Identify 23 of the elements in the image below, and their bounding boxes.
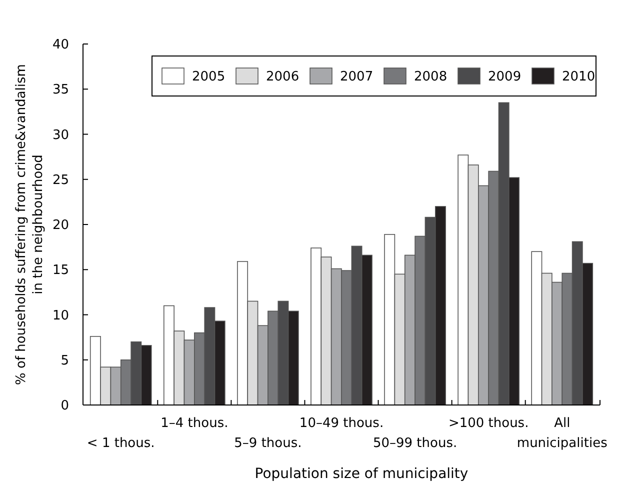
legend-label: 2007 bbox=[340, 70, 374, 85]
legend-label: 2006 bbox=[266, 70, 300, 85]
y-tick-label: 25 bbox=[52, 172, 69, 188]
y-tick-label: 30 bbox=[52, 128, 69, 143]
y-tick-label: 35 bbox=[52, 82, 69, 98]
x-tick-label: 5–9 thous. bbox=[234, 436, 302, 451]
y-tick-label: 40 bbox=[52, 38, 69, 53]
y-axis-title: % of households suffering from crime&vandalism in the neighbourhood bbox=[14, 64, 46, 385]
legend-label: 2010 bbox=[562, 70, 596, 85]
x-tick-label: 10–49 thous. bbox=[299, 416, 384, 431]
y-tick-label: 15 bbox=[52, 263, 69, 278]
legend-label: 2008 bbox=[414, 70, 448, 85]
x-tick-label: >100 thous. bbox=[448, 416, 529, 431]
x-tick-label: < 1 thous. bbox=[86, 436, 155, 451]
x-tick-label: 1–4 thous. bbox=[160, 416, 228, 431]
y-tick-label: 5 bbox=[60, 353, 69, 368]
legend-label: 2005 bbox=[192, 70, 226, 85]
y-tick-label: 10 bbox=[52, 308, 69, 324]
y-tick-label: 0 bbox=[60, 398, 69, 414]
x-axis-title: Population size of municipality bbox=[254, 466, 468, 482]
x-tick-label: 50–99 thous. bbox=[372, 436, 458, 451]
y-tick-label: 20 bbox=[52, 218, 69, 234]
legend-label: 2009 bbox=[488, 70, 522, 85]
